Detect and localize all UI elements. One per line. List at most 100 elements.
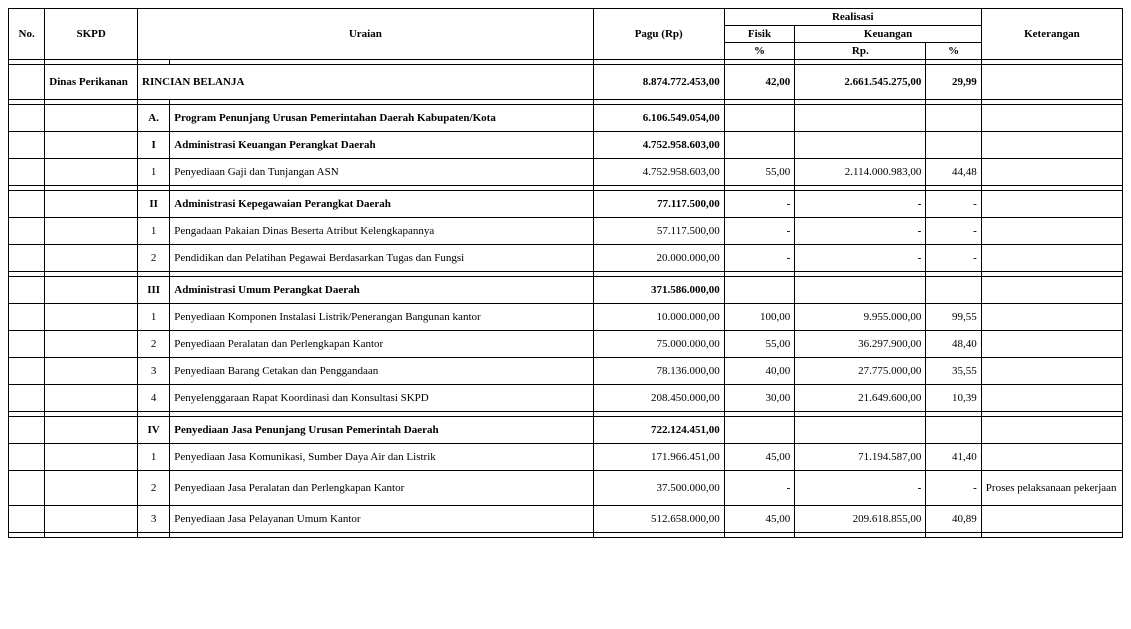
label: Penyediaan Jasa Pelayanan Umum Kantor (170, 506, 593, 533)
th-ket: Keterangan (981, 9, 1122, 60)
label: Penyediaan Peralatan dan Perlengkapan Ka… (170, 331, 593, 358)
idx: 1 (138, 159, 170, 186)
pagu: 77.117.500,00 (593, 191, 724, 218)
row-II2: 2 Pendidikan dan Pelatihan Pegawai Berda… (9, 245, 1123, 272)
cell-rincian-krp: 2.661.545.275,00 (795, 65, 926, 100)
row-III2: 2 Penyediaan Peralatan dan Perlengkapan … (9, 331, 1123, 358)
idx: 2 (138, 245, 170, 272)
row-rincian: Dinas Perikanan RINCIAN BELANJA 8.874.77… (9, 65, 1123, 100)
kpct: 41,40 (926, 444, 981, 471)
fisik: - (724, 218, 795, 245)
th-keuangan: Keuangan (795, 26, 982, 43)
fisik: 45,00 (724, 506, 795, 533)
idx: 1 (138, 444, 170, 471)
row-II: II Administrasi Kepegawaian Perangkat Da… (9, 191, 1123, 218)
label: Administrasi Umum Perangkat Daerah (170, 277, 593, 304)
row-I1: 1 Penyediaan Gaji dan Tunjangan ASN 4.75… (9, 159, 1123, 186)
th-fisik: Fisik (724, 26, 795, 43)
kpct: 40,89 (926, 506, 981, 533)
kpct: 99,55 (926, 304, 981, 331)
idx: 1 (138, 218, 170, 245)
label: Administrasi Keuangan Perangkat Daerah (170, 132, 593, 159)
row-III: III Administrasi Umum Perangkat Daerah 3… (9, 277, 1123, 304)
label: Penyediaan Jasa Penunjang Urusan Pemerin… (170, 417, 593, 444)
fisik: 55,00 (724, 331, 795, 358)
th-skpd: SKPD (45, 9, 138, 60)
cell-skpd: Dinas Perikanan (45, 65, 138, 100)
row-IV3: 3 Penyediaan Jasa Pelayanan Umum Kantor … (9, 506, 1123, 533)
idx: 2 (138, 471, 170, 506)
row-IV1: 1 Penyediaan Jasa Komunikasi, Sumber Day… (9, 444, 1123, 471)
label: Pendidikan dan Pelatihan Pegawai Berdasa… (170, 245, 593, 272)
label: Penyediaan Barang Cetakan dan Penggandaa… (170, 358, 593, 385)
ket: Proses pelaksanaan pekerjaan (981, 471, 1122, 506)
pagu: 512.658.000,00 (593, 506, 724, 533)
th-keu-pct: % (926, 43, 981, 60)
label: Pengadaan Pakaian Dinas Beserta Atribut … (170, 218, 593, 245)
cell-rincian-label: RINCIAN BELANJA (138, 65, 594, 100)
th-keu-rp: Rp. (795, 43, 926, 60)
pagu: 722.124.451,00 (593, 417, 724, 444)
idx: 4 (138, 385, 170, 412)
cell-rincian-kpct: 29,99 (926, 65, 981, 100)
krp: - (795, 471, 926, 506)
krp: 36.297.900,00 (795, 331, 926, 358)
row-II1: 1 Pengadaan Pakaian Dinas Beserta Atribu… (9, 218, 1123, 245)
idx: A. (138, 105, 170, 132)
fisik: 30,00 (724, 385, 795, 412)
row-IV: IV Penyediaan Jasa Penunjang Urusan Peme… (9, 417, 1123, 444)
row-III1: 1 Penyediaan Komponen Instalasi Listrik/… (9, 304, 1123, 331)
kpct: - (926, 471, 981, 506)
pagu: 75.000.000,00 (593, 331, 724, 358)
krp: 21.649.600,00 (795, 385, 926, 412)
kpct: - (926, 245, 981, 272)
fisik: 40,00 (724, 358, 795, 385)
pagu: 6.106.549.054,00 (593, 105, 724, 132)
pagu: 371.586.000,00 (593, 277, 724, 304)
cell-rincian-pagu: 8.874.772.453,00 (593, 65, 724, 100)
krp: 71.194.587,00 (795, 444, 926, 471)
cell-rincian-fisik: 42,00 (724, 65, 795, 100)
pagu: 78.136.000,00 (593, 358, 724, 385)
idx: I (138, 132, 170, 159)
th-uraian: Uraian (138, 9, 594, 60)
kpct: - (926, 191, 981, 218)
row-A: A. Program Penunjang Urusan Pemerintahan… (9, 105, 1123, 132)
pagu: 57.117.500,00 (593, 218, 724, 245)
label: Administrasi Kepegawaian Perangkat Daera… (170, 191, 593, 218)
fisik: - (724, 191, 795, 218)
krp: - (795, 191, 926, 218)
krp: 27.775.000,00 (795, 358, 926, 385)
label: Program Penunjang Urusan Pemerintahan Da… (170, 105, 593, 132)
pagu: 4.752.958.603,00 (593, 132, 724, 159)
idx: 3 (138, 358, 170, 385)
pagu: 4.752.958.603,00 (593, 159, 724, 186)
krp: 209.618.855,00 (795, 506, 926, 533)
fisik: - (724, 245, 795, 272)
idx: 3 (138, 506, 170, 533)
idx: IV (138, 417, 170, 444)
idx: 1 (138, 304, 170, 331)
fisik: 100,00 (724, 304, 795, 331)
krp: 2.114.000.983,00 (795, 159, 926, 186)
label: Penyediaan Komponen Instalasi Listrik/Pe… (170, 304, 593, 331)
kpct: 44,48 (926, 159, 981, 186)
krp: 9.955.000,00 (795, 304, 926, 331)
label: Penyediaan Jasa Komunikasi, Sumber Daya … (170, 444, 593, 471)
th-realisasi: Realisasi (724, 9, 981, 26)
idx: III (138, 277, 170, 304)
kpct: 10,39 (926, 385, 981, 412)
fisik: 45,00 (724, 444, 795, 471)
kpct: - (926, 218, 981, 245)
kpct: 35,55 (926, 358, 981, 385)
label: Penyediaan Jasa Peralatan dan Perlengkap… (170, 471, 593, 506)
pagu: 20.000.000,00 (593, 245, 724, 272)
th-fisik-pct: % (724, 43, 795, 60)
fisik: 55,00 (724, 159, 795, 186)
krp: - (795, 218, 926, 245)
budget-table: No. SKPD Uraian Pagu (Rp) Realisasi Kete… (8, 8, 1123, 538)
th-pagu: Pagu (Rp) (593, 9, 724, 60)
pagu: 171.966.451,00 (593, 444, 724, 471)
label: Penyelenggaraan Rapat Koordinasi dan Kon… (170, 385, 593, 412)
krp: - (795, 245, 926, 272)
